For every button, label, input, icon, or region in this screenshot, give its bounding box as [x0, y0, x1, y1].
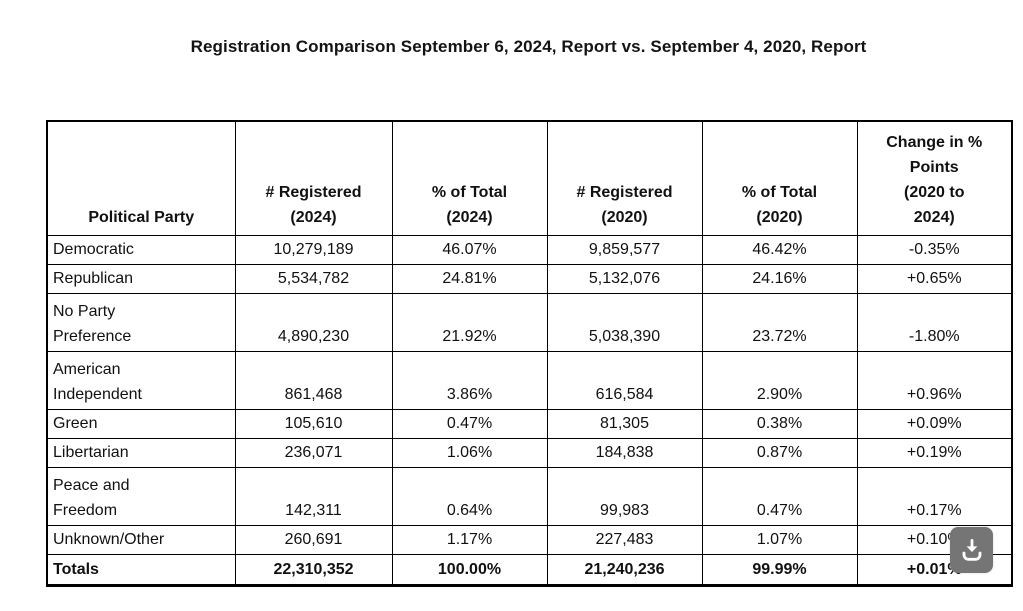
value-cell: 4,890,230	[234, 292, 393, 352]
party-name-cell: No Party Preference	[46, 292, 236, 352]
totals-value-cell: 100.00%	[391, 553, 548, 586]
value-cell: 5,132,076	[546, 263, 703, 294]
document-title: Registration Comparison September 6, 202…	[190, 37, 867, 56]
table-row: Libertarian 236,071 1.06% 184,838 0.87% …	[46, 437, 1013, 468]
value-cell: 81,305	[546, 408, 703, 439]
value-cell: -1.80%	[856, 292, 1013, 352]
party-name-cell: American Independent	[46, 350, 236, 410]
party-name-cell: Unknown/Other	[46, 524, 236, 555]
value-cell: 21.92%	[391, 292, 548, 352]
column-header-change: Change in % Points (2020 to 2024)	[856, 120, 1013, 236]
table-row: Green 105,610 0.47% 81,305 0.38% +0.09%	[46, 408, 1013, 439]
value-cell: 1.06%	[391, 437, 548, 468]
column-header-party: Political Party	[46, 120, 236, 236]
totals-row: Totals 22,310,352 100.00% 21,240,236 99.…	[46, 553, 1013, 586]
download-icon	[959, 537, 985, 563]
value-cell: +0.96%	[856, 350, 1013, 410]
value-cell: 5,038,390	[546, 292, 703, 352]
value-cell: 1.07%	[701, 524, 858, 555]
value-cell: 0.47%	[701, 466, 858, 526]
value-cell: 2.90%	[701, 350, 858, 410]
value-cell: 105,610	[234, 408, 393, 439]
value-cell: +0.17%	[856, 466, 1013, 526]
table-row: Democratic 10,279,189 46.07% 9,859,577 4…	[46, 234, 1013, 265]
party-name-cell: Peace and Freedom	[46, 466, 236, 526]
table-row: Unknown/Other 260,691 1.17% 227,483 1.07…	[46, 524, 1013, 555]
table-row: No Party Preference 4,890,230 21.92% 5,0…	[46, 292, 1013, 352]
totals-label-cell: Totals	[46, 553, 236, 586]
column-header-pct-2024: % of Total (2024)	[391, 120, 548, 236]
table-row: Peace and Freedom 142,311 0.64% 99,983 0…	[46, 466, 1013, 526]
value-cell: 260,691	[234, 524, 393, 555]
value-cell: 0.87%	[701, 437, 858, 468]
value-cell: 0.64%	[391, 466, 548, 526]
value-cell: 24.16%	[701, 263, 858, 294]
value-cell: +0.65%	[856, 263, 1013, 294]
party-name-cell: Libertarian	[46, 437, 236, 468]
value-cell: 24.81%	[391, 263, 548, 294]
totals-value-cell: 22,310,352	[234, 553, 393, 586]
value-cell: 9,859,577	[546, 234, 703, 265]
value-cell: 3.86%	[391, 350, 548, 410]
table-row: American Independent 861,468 3.86% 616,5…	[46, 350, 1013, 410]
value-cell: 10,279,189	[234, 234, 393, 265]
value-cell: 0.47%	[391, 408, 548, 439]
column-header-pct-2020: % of Total (2020)	[701, 120, 858, 236]
value-cell: 0.38%	[701, 408, 858, 439]
column-header-registered-2020: # Registered (2020)	[546, 120, 703, 236]
column-header-registered-2024: # Registered (2024)	[234, 120, 393, 236]
value-cell: 616,584	[546, 350, 703, 410]
value-cell: 1.17%	[391, 524, 548, 555]
value-cell: +0.09%	[856, 408, 1013, 439]
value-cell: +0.19%	[856, 437, 1013, 468]
value-cell: 23.72%	[701, 292, 858, 352]
party-name-cell: Republican	[46, 263, 236, 294]
value-cell: 184,838	[546, 437, 703, 468]
value-cell: 46.07%	[391, 234, 548, 265]
totals-value-cell: 99.99%	[701, 553, 858, 586]
value-cell: 99,983	[546, 466, 703, 526]
value-cell: -0.35%	[856, 234, 1013, 265]
totals-value-cell: 21,240,236	[546, 553, 703, 586]
download-button[interactable]	[950, 527, 993, 573]
table-row: Republican 5,534,782 24.81% 5,132,076 24…	[46, 263, 1013, 294]
value-cell: 142,311	[234, 466, 393, 526]
party-name-cell: Democratic	[46, 234, 236, 265]
value-cell: 5,534,782	[234, 263, 393, 294]
value-cell: 46.42%	[701, 234, 858, 265]
value-cell: 227,483	[546, 524, 703, 555]
header-row: Political Party # Registered (2024) % of…	[46, 120, 1013, 236]
party-name-cell: Green	[46, 408, 236, 439]
registration-comparison-table: Political Party # Registered (2024) % of…	[46, 120, 1013, 587]
value-cell: 861,468	[234, 350, 393, 410]
value-cell: 236,071	[234, 437, 393, 468]
